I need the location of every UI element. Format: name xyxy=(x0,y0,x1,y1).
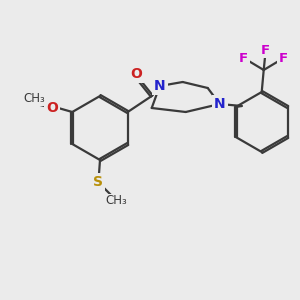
Text: CH₃: CH₃ xyxy=(105,194,127,208)
Text: S: S xyxy=(93,175,103,189)
Text: N: N xyxy=(154,79,166,93)
Text: F: F xyxy=(239,52,248,64)
Text: F: F xyxy=(261,44,270,56)
Text: N: N xyxy=(214,97,226,111)
Text: CH₃: CH₃ xyxy=(23,92,45,106)
Text: F: F xyxy=(279,52,288,64)
Text: O: O xyxy=(46,101,58,115)
Text: O: O xyxy=(130,67,142,81)
